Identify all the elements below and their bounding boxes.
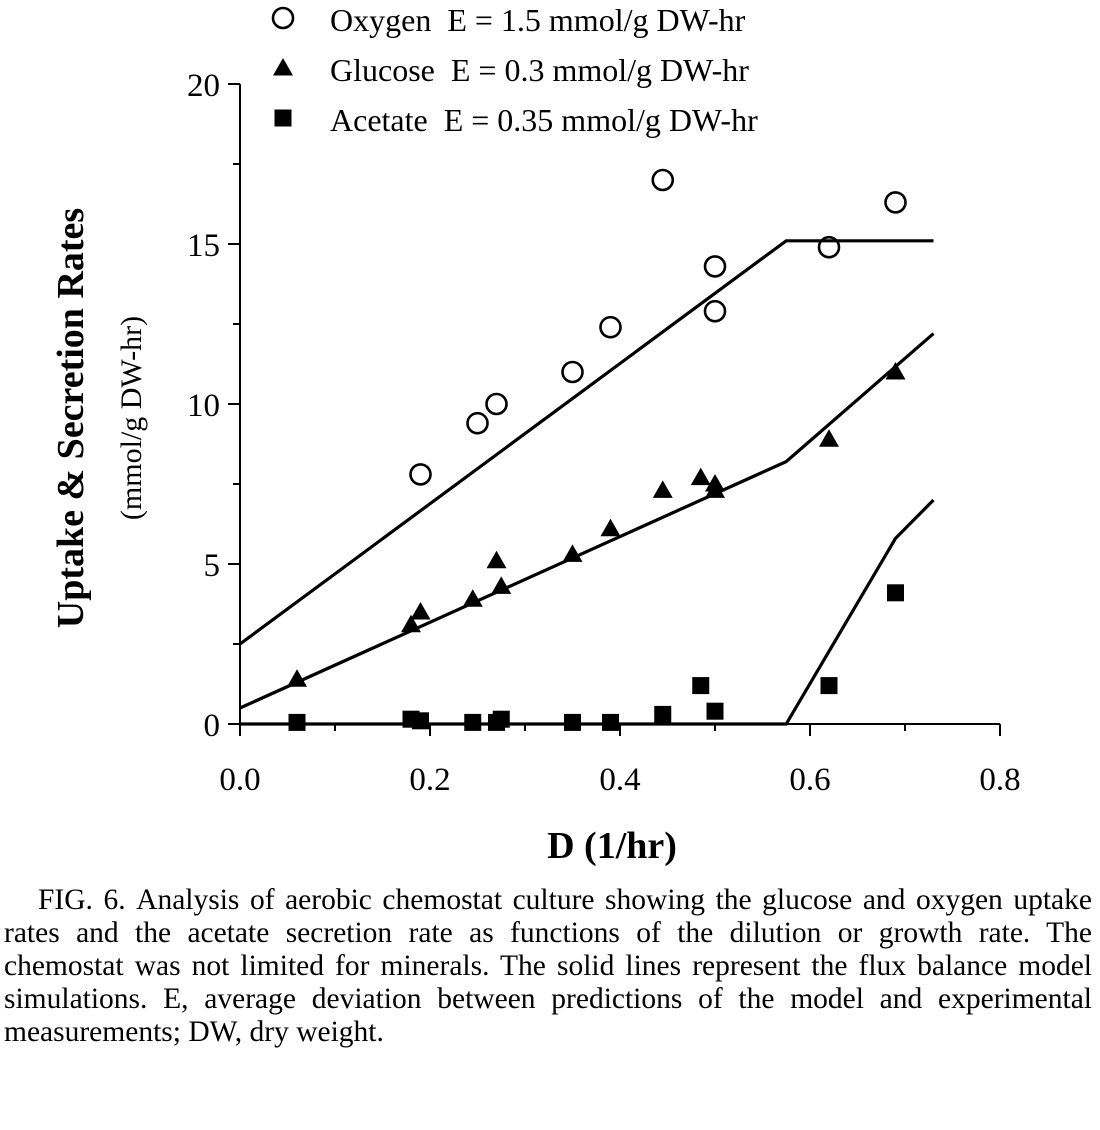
glucose-point	[652, 480, 673, 498]
oxygen-model-line	[239, 239, 934, 646]
oxygen-point	[703, 255, 727, 278]
acetate-point	[692, 677, 710, 695]
y-tick-label: 15	[187, 228, 220, 264]
legend: Oxygen E = 1.5 mmol/g DW-hr Glucose E = 0…	[271, 2, 758, 138]
glucose-point	[401, 614, 421, 633]
glucose-point	[410, 602, 431, 620]
glucose-point	[491, 576, 512, 594]
legend-acetate-marker	[274, 109, 292, 127]
y-axis-title: Uptake & Secretion Rates	[50, 208, 92, 628]
acetate-point	[464, 713, 482, 731]
glucose-point	[885, 362, 906, 380]
acetate-point	[492, 710, 510, 728]
model-lines	[239, 239, 935, 726]
glucose-point	[819, 429, 839, 447]
chart: 0.0 0.2 0.4 0.6 0.8 0 5 10 15 20 Oxygen E = 1.5 m…	[50, 2, 1021, 867]
glucose-point	[562, 544, 583, 562]
glucose-point	[600, 518, 621, 537]
acetate-point	[706, 702, 724, 720]
legend-oxygen-marker	[271, 6, 295, 30]
acetate-point	[654, 705, 672, 723]
acetate-point	[602, 713, 619, 731]
caption-label: FIG. 6.	[38, 884, 126, 916]
y-tick-label: 10	[187, 388, 220, 424]
figure-caption: FIG. 6. Analysis of aerobic chemostat cu…	[0, 884, 1094, 1049]
legend-glucose-marker	[273, 58, 293, 76]
axes	[239, 84, 1000, 725]
y-tick-label: 0	[204, 708, 221, 744]
x-tick-label: 0.6	[789, 762, 830, 798]
legend-acetate-label: Acetate E = 0.35 mmol/g DW-hr	[330, 102, 758, 138]
acetate-point	[288, 713, 306, 731]
oxygen-point	[561, 360, 584, 384]
data-points	[287, 168, 907, 731]
glucose-point	[705, 480, 725, 498]
x-tick-label: 0.2	[409, 762, 450, 798]
acetate-point	[564, 713, 581, 731]
acetate-point	[887, 584, 904, 602]
glucose-point	[690, 467, 711, 486]
oxygen-point	[409, 463, 432, 486]
x-tick-label: 0.4	[599, 762, 640, 798]
tick-labels: 0.0 0.2 0.4 0.6 0.8 0 5 10 15 20	[187, 68, 1021, 798]
glucose-point	[486, 550, 507, 569]
x-axis-title: D (1/hr)	[547, 825, 677, 867]
x-tick-label: 0.0	[219, 762, 260, 798]
y-tick-label: 20	[187, 68, 220, 104]
glucose-point	[462, 589, 483, 607]
oxygen-point	[884, 191, 907, 214]
oxygen-point	[817, 235, 841, 259]
y-axis-units: (mmol/g DW-hr)	[115, 316, 148, 520]
acetate-point	[412, 712, 429, 730]
caption-text: Analysis of aerobic chemostat culture sh…	[4, 884, 1092, 1048]
glucose-model-line	[239, 332, 935, 710]
oxygen-point	[466, 411, 489, 435]
y-tick-label: 5	[204, 548, 221, 584]
legend-oxygen-label: Oxygen E = 1.5 mmol/g DW-hr	[330, 2, 746, 38]
tick-marks	[228, 83, 1001, 736]
legend-glucose-label: Glucose E = 0.3 mmol/g DW-hr	[330, 52, 749, 88]
oxygen-point	[651, 168, 675, 192]
x-tick-label: 0.8	[979, 762, 1020, 798]
oxygen-point	[703, 299, 727, 323]
oxygen-point	[485, 392, 508, 416]
glucose-point	[287, 669, 307, 687]
oxygen-point	[599, 315, 622, 339]
acetate-point	[820, 677, 838, 695]
acetate-model-line	[240, 498, 935, 726]
